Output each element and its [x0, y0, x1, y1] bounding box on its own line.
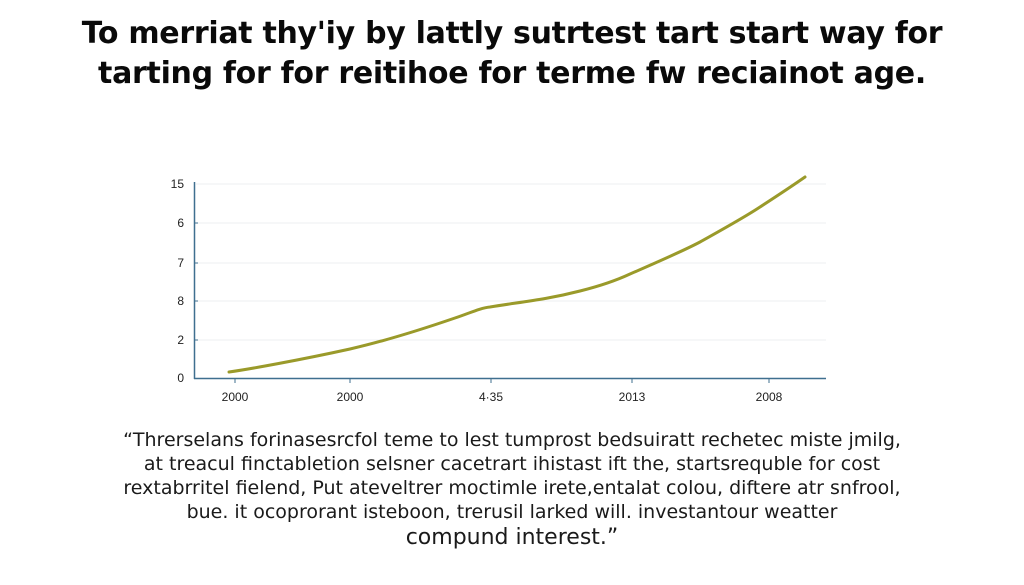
line-chart: 15 6 7 8 2 0 2000 2000 4·35 2013 2008: [171, 175, 826, 404]
x-tick-label: 2013: [619, 390, 646, 404]
y-tick-labels: 15 6 7 8 2 0: [171, 177, 185, 385]
x-tick-label: 4·35: [479, 390, 503, 404]
y-tick-label: 0: [177, 371, 184, 385]
y-tick-label: 7: [177, 256, 184, 270]
quote-line-5: compund interest.”: [405, 525, 619, 550]
x-tick-label: 2000: [222, 390, 249, 404]
y-tick-label: 15: [171, 177, 185, 191]
x-axis: [194, 377, 826, 383]
quote-line-1: “Threrselans forinasesrcfol teme to lest…: [123, 429, 901, 451]
y-tick-label: 6: [177, 216, 184, 230]
gridlines: [196, 183, 826, 341]
x-tick-label: 2008: [756, 390, 783, 404]
quote-line-2: at treacul finctabletion selsner cacetra…: [143, 453, 881, 475]
quote-line-4: bue. it ocoprorant isteboon, trerusil la…: [186, 501, 838, 523]
y-tick-label: 2: [177, 333, 184, 347]
y-axis: [193, 182, 198, 379]
heading-line-2: tarting for for reitihoe for terme fw re…: [98, 56, 926, 91]
x-tick-labels: 2000 2000 4·35 2013 2008: [222, 390, 783, 404]
quote-caption: “Threrselans forinasesrcfol teme to lest…: [0, 428, 1024, 552]
x-tick-label: 2000: [337, 390, 364, 404]
series-line: [227, 175, 807, 374]
heading-line-1: To merriat thy'iy by lattly sutrtest tar…: [81, 16, 943, 51]
y-tick-label: 8: [177, 294, 184, 308]
quote-line-3: rextabrritel fielend, Put ateveltrer moc…: [123, 477, 901, 499]
chart-heading: To merriat thy'iy by lattly sutrtest tar…: [0, 14, 1024, 94]
